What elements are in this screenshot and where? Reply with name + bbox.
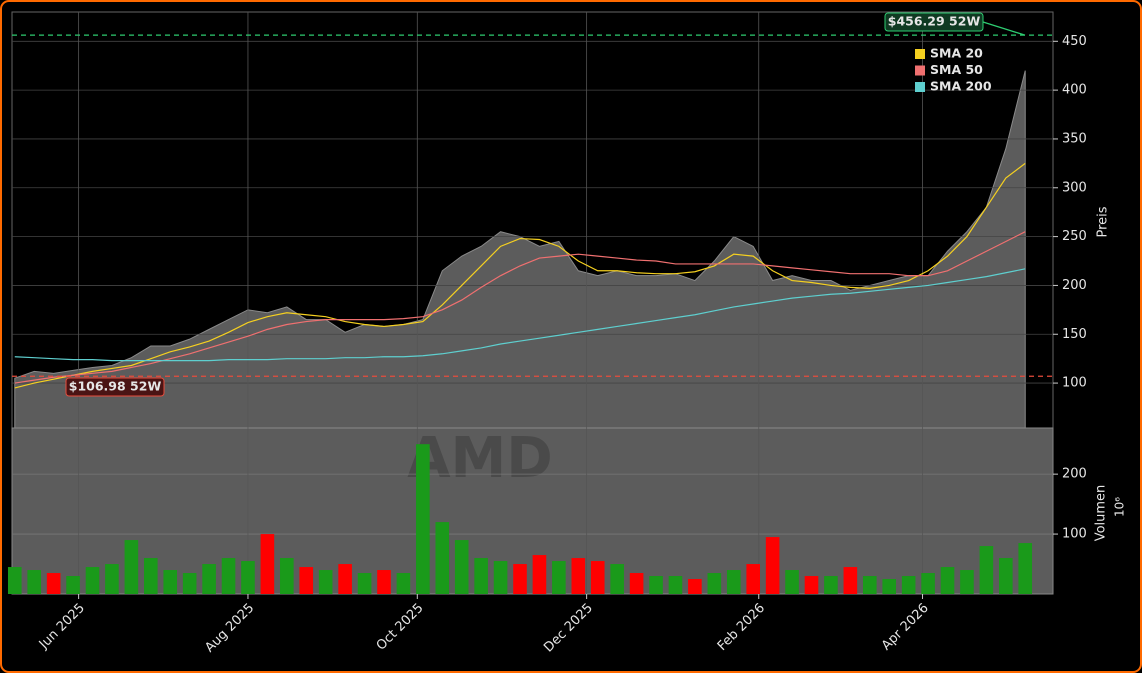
legend-swatch <box>915 65 925 76</box>
y-tick-label: 150 <box>1062 327 1087 342</box>
price-area <box>14 70 1026 429</box>
volume-bar <box>513 564 527 594</box>
legend-swatch <box>915 49 925 59</box>
volume-bar <box>862 576 877 594</box>
volume-bar <box>280 558 294 594</box>
volume-bar <box>66 576 80 594</box>
volume-bar <box>668 576 683 594</box>
y-axis-label: Preis <box>1096 206 1111 237</box>
y-tick-label: 400 <box>1062 83 1087 98</box>
volume-bar <box>746 564 760 594</box>
volume-bar <box>765 537 780 594</box>
volume-bar <box>124 540 139 594</box>
volume-bar <box>610 564 624 594</box>
volume-bar <box>318 570 333 594</box>
y-tick-label: 300 <box>1062 180 1087 195</box>
volume-bar <box>785 570 799 594</box>
volume-bar <box>979 546 994 594</box>
volume-bar <box>882 579 897 594</box>
volume-bar <box>143 558 158 594</box>
volume-bar <box>46 573 61 594</box>
legend-label: SMA 200 <box>930 79 992 94</box>
sma-line <box>14 231 1026 384</box>
legend-label: SMA 20 <box>930 46 983 61</box>
volume-bar <box>921 573 935 594</box>
annotation-arrow <box>982 21 1026 36</box>
volume-bar <box>629 573 644 594</box>
volume-bar <box>532 555 547 594</box>
sma-line <box>14 268 1026 362</box>
y-tick-label: 350 <box>1062 131 1087 146</box>
y-tick-label: 250 <box>1062 229 1087 244</box>
annotation-box <box>65 377 165 397</box>
y-tick-label: 100 <box>1062 376 1087 391</box>
volume-bar <box>590 561 605 594</box>
volume-bar <box>357 573 372 594</box>
annotation-label: $106.98 52W <box>69 379 162 394</box>
volume-bar <box>571 558 586 594</box>
volume-bar <box>241 561 255 594</box>
volume-bar <box>726 570 741 594</box>
volume-bar <box>552 561 566 594</box>
y-tick-label: 200 <box>1062 278 1087 293</box>
volume-bar <box>85 567 100 594</box>
volume-bar <box>824 576 838 594</box>
volume-bar <box>299 567 314 594</box>
volume-bar <box>260 534 275 594</box>
y-axis-unit: 10⁶ <box>1113 497 1127 517</box>
volume-bar <box>1018 543 1033 594</box>
legend-swatch <box>915 82 925 92</box>
volume-bar <box>843 567 858 594</box>
volume-bar <box>435 522 450 594</box>
y-tick-label: 200 <box>1062 467 1087 482</box>
volume-bar <box>474 558 488 594</box>
volume-bar <box>396 573 411 594</box>
volume-bar <box>377 570 391 594</box>
sma-line <box>14 162 1026 389</box>
volume-bar <box>202 564 216 594</box>
volume-bar <box>960 570 974 594</box>
volume-bar <box>493 561 508 594</box>
volume-bar <box>454 540 469 594</box>
volume-bar <box>163 570 178 594</box>
y-tick-label: 100 <box>1062 527 1087 542</box>
volume-bar <box>901 576 916 594</box>
volume-bar <box>105 564 119 594</box>
volume-bar <box>688 579 702 594</box>
watermark: AMD <box>407 426 553 491</box>
y-tick-label: 450 <box>1062 34 1087 49</box>
volume-bar <box>804 576 819 594</box>
legend-label: SMA 50 <box>930 62 983 77</box>
volume-bar <box>221 558 236 594</box>
volume-bar <box>416 444 430 594</box>
volume-bar <box>940 567 955 594</box>
volume-bar <box>27 570 42 594</box>
volume-bar <box>649 576 663 594</box>
volume-bar <box>707 573 722 594</box>
volume-bar <box>338 564 352 594</box>
volume-bar <box>7 567 22 594</box>
volume-bar <box>182 573 197 594</box>
volume-bar <box>999 558 1013 594</box>
annotation-label: $456.29 52W <box>888 14 981 29</box>
y-axis-label: Volumen <box>1094 485 1109 542</box>
